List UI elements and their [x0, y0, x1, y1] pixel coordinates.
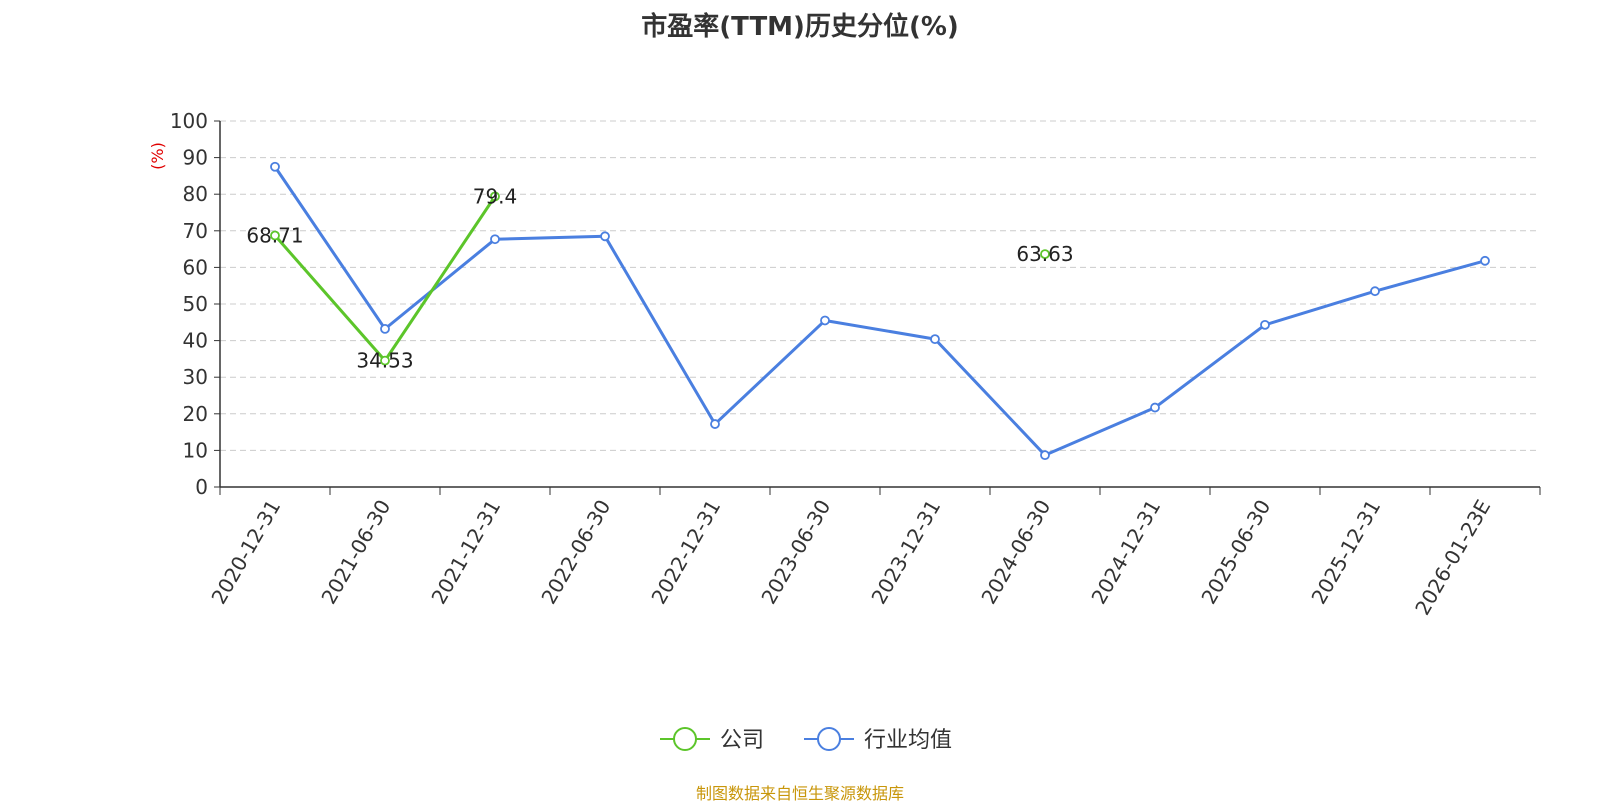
data-point-industry-average [1370, 286, 1380, 297]
y-tick-label: 60 [183, 255, 208, 279]
data-point-industry-average [270, 161, 280, 172]
data-point-industry-average [930, 334, 940, 345]
data-point-company [380, 355, 390, 366]
series-lines [270, 161, 1490, 461]
y-tick-label: 10 [183, 438, 208, 462]
x-tick-label: 2021-12-31 [426, 496, 505, 609]
y-tick-label: 100 [170, 109, 208, 133]
data-point-company [490, 191, 500, 202]
data-point-industry-average [1260, 319, 1270, 330]
x-tick-label: 2026-01-23E [1410, 496, 1495, 620]
x-tick-label: 2021-06-30 [316, 496, 395, 609]
x-tick-label: 2025-12-31 [1306, 496, 1385, 609]
y-tick-label: 30 [183, 365, 208, 389]
x-tick-label: 2020-12-31 [206, 496, 285, 609]
series-line-company [273, 195, 497, 363]
data-labels: 68.71 34.53 79.4 63.63 [246, 184, 1073, 372]
y-axis-unit-label: (%) [148, 142, 167, 170]
data-point-industry-average [820, 315, 830, 326]
y-tick-label: 70 [183, 219, 208, 243]
chart-title: 市盈率(TTM)历史分位(%) [641, 12, 959, 42]
data-point-industry-average [1040, 450, 1050, 461]
x-tick-label: 2023-06-30 [756, 496, 835, 609]
data-point-industry-average [1150, 402, 1160, 413]
data-label-company: 63.63 [1016, 242, 1073, 266]
data-point-industry-average [380, 323, 390, 334]
y-tick-label: 40 [183, 329, 208, 353]
y-tick-label: 90 [183, 146, 208, 170]
series-line-industry-average [273, 165, 1486, 457]
legend-label: 行业均值 [864, 728, 952, 753]
data-point-company [270, 230, 280, 241]
data-point-company [1040, 249, 1050, 260]
data-point-industry-average [490, 234, 500, 245]
data-label-company: 68.71 [246, 224, 303, 248]
x-tick-label: 2025-06-30 [1196, 496, 1275, 609]
legend-item-company[interactable]: 公司 [660, 727, 764, 753]
legend-label: 公司 [720, 728, 764, 753]
y-tick-label: 20 [183, 402, 208, 426]
x-tick-label: 2024-12-31 [1086, 496, 1165, 609]
x-tick-label: 2024-06-30 [976, 496, 1055, 609]
data-label-company: 79.4 [473, 184, 518, 208]
data-label-company: 34.53 [356, 349, 413, 373]
legend-item-industry-average[interactable]: 行业均值 [804, 727, 952, 753]
y-tick-label: 50 [183, 292, 208, 316]
data-point-industry-average [710, 419, 720, 429]
data-point-industry-average [1480, 255, 1490, 266]
grid-lines [220, 120, 1540, 451]
data-source-note: 制图数据来自恒生聚源数据库 [695, 784, 904, 803]
y-tick-label: 0 [195, 475, 208, 499]
x-tick-label: 2022-06-30 [536, 496, 615, 609]
x-tick-label: 2022-12-31 [646, 496, 725, 609]
legend-marker-icon [673, 727, 697, 751]
legend-marker-icon [817, 727, 841, 751]
data-point-industry-average [600, 231, 610, 242]
y-tick-label: 80 [183, 182, 208, 206]
x-tick-label: 2023-12-31 [866, 496, 945, 609]
legend[interactable]: 公司 行业均值 [660, 727, 952, 753]
